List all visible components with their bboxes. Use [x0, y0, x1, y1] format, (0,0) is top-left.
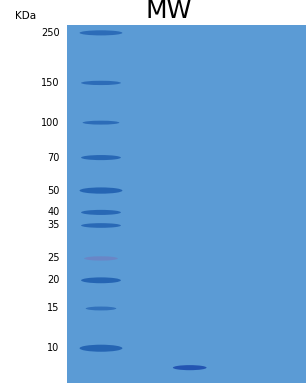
Ellipse shape [80, 30, 122, 36]
Text: 150: 150 [41, 78, 60, 88]
Ellipse shape [81, 210, 121, 215]
Text: 50: 50 [47, 186, 60, 196]
Text: 25: 25 [47, 253, 60, 264]
Text: 35: 35 [47, 221, 60, 230]
Ellipse shape [83, 121, 119, 125]
Ellipse shape [86, 307, 116, 310]
Ellipse shape [173, 365, 207, 370]
Text: 250: 250 [41, 28, 60, 38]
Ellipse shape [80, 345, 122, 352]
Text: 20: 20 [47, 275, 60, 285]
Text: 10: 10 [47, 343, 60, 353]
Ellipse shape [81, 155, 121, 160]
Text: KDa: KDa [15, 11, 36, 21]
Ellipse shape [81, 277, 121, 283]
Ellipse shape [84, 256, 118, 260]
Ellipse shape [81, 223, 121, 228]
Ellipse shape [81, 81, 121, 85]
Text: MW: MW [145, 0, 192, 23]
Ellipse shape [80, 187, 122, 194]
Text: 40: 40 [47, 207, 60, 217]
Text: 15: 15 [47, 303, 60, 314]
FancyBboxPatch shape [67, 25, 306, 383]
Text: 100: 100 [41, 118, 60, 127]
Text: 70: 70 [47, 152, 60, 163]
